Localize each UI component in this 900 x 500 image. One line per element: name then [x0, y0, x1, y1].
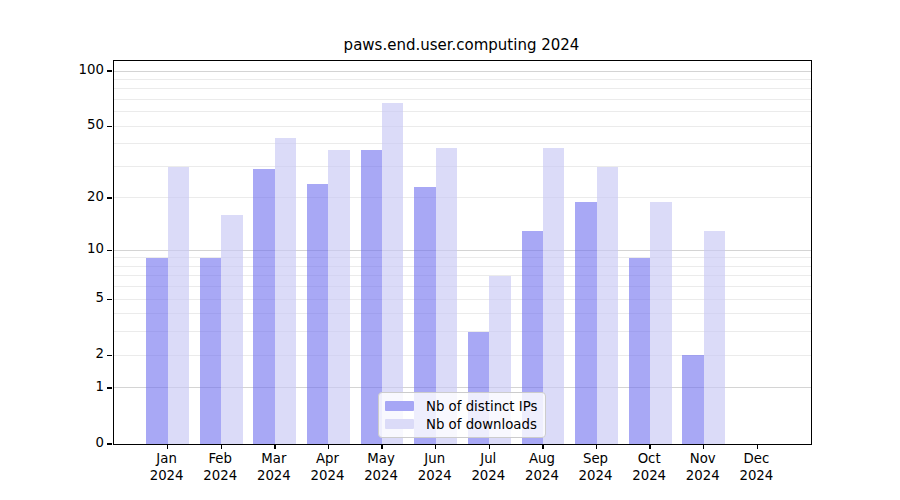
- bar-nb-of-downloads-feb: [221, 215, 242, 444]
- x-tick-mark-may: [381, 444, 382, 449]
- bar-nb-of-downloads-oct: [650, 202, 671, 444]
- y-tick-label-1: 1: [24, 380, 104, 394]
- bar-nb-of-distinct-ips-mar: [253, 169, 274, 444]
- legend: Nb of distinct IPs Nb of downloads: [378, 392, 546, 438]
- bar-nb-of-downloads-mar: [275, 138, 296, 444]
- x-tick-mark-nov: [703, 444, 704, 449]
- chart-title: paws.end.user.computing 2024: [113, 36, 810, 54]
- y-tick-label-10: 10: [24, 242, 104, 256]
- y-tick-label-100: 100: [24, 63, 104, 77]
- bar-nb-of-distinct-ips-oct: [629, 258, 650, 444]
- bar-nb-of-downloads-aug: [543, 148, 564, 444]
- legend-label-downloads: Nb of downloads: [426, 417, 537, 432]
- figure: paws.end.user.computing 2024 Nb of disti…: [0, 0, 900, 500]
- gridline-minor-80: [114, 88, 811, 89]
- plot-area: [113, 60, 812, 445]
- x-tick-mark-jan: [167, 444, 168, 449]
- gridline-minor-20: [114, 197, 811, 198]
- x-tick-mark-jun: [435, 444, 436, 449]
- legend-patch-downloads-icon: [385, 419, 414, 429]
- y-tick-mark-10: [107, 250, 112, 251]
- y-tick-mark-100: [107, 70, 112, 71]
- bar-nb-of-distinct-ips-apr: [307, 184, 328, 444]
- x-tick-label-dec: Dec2024: [711, 451, 801, 484]
- y-tick-label-50: 50: [24, 118, 104, 132]
- gridline-minor-60: [114, 111, 811, 112]
- y-tick-mark-20: [107, 197, 112, 198]
- y-tick-label-0: 0: [24, 436, 104, 450]
- y-tick-mark-2: [107, 355, 112, 356]
- y-tick-label-5: 5: [24, 291, 104, 305]
- y-tick-mark-0: [107, 443, 112, 444]
- bar-nb-of-downloads-jan: [168, 167, 189, 444]
- gridline-minor-30: [114, 166, 811, 167]
- bar-nb-of-distinct-ips-feb: [200, 258, 221, 444]
- gridline-major-100: [114, 71, 811, 72]
- bar-nb-of-distinct-ips-jan: [146, 258, 167, 444]
- gridline-minor-40: [114, 143, 811, 144]
- x-tick-mark-mar: [274, 444, 275, 449]
- bar-nb-of-downloads-sep: [597, 167, 618, 444]
- y-tick-label-20: 20: [24, 190, 104, 204]
- y-tick-mark-1: [107, 387, 112, 388]
- x-tick-mark-sep: [596, 444, 597, 449]
- y-tick-mark-5: [107, 299, 112, 300]
- legend-entry-distinct-ips: Nb of distinct IPs: [385, 397, 537, 415]
- x-tick-mark-apr: [328, 444, 329, 449]
- legend-entry-downloads: Nb of downloads: [385, 415, 537, 433]
- gridline-minor-70: [114, 99, 811, 100]
- x-tick-mark-oct: [649, 444, 650, 449]
- x-tick-mark-feb: [221, 444, 222, 449]
- y-tick-mark-50: [107, 126, 112, 127]
- x-tick-mark-dec: [757, 444, 758, 449]
- y-tick-label-2: 2: [24, 347, 104, 361]
- bar-nb-of-downloads-nov: [704, 231, 725, 444]
- gridline-minor-90: [114, 79, 811, 80]
- x-tick-mark-jul: [489, 444, 490, 449]
- bar-nb-of-distinct-ips-sep: [575, 202, 596, 444]
- bar-nb-of-distinct-ips-nov: [682, 355, 703, 444]
- x-tick-label-year: 2024: [711, 468, 801, 485]
- legend-label-distinct-ips: Nb of distinct IPs: [426, 399, 537, 414]
- x-tick-mark-aug: [542, 444, 543, 449]
- gridline-minor-50: [114, 126, 811, 127]
- bar-nb-of-downloads-apr: [328, 150, 349, 444]
- legend-patch-distinct-ips-icon: [385, 401, 414, 411]
